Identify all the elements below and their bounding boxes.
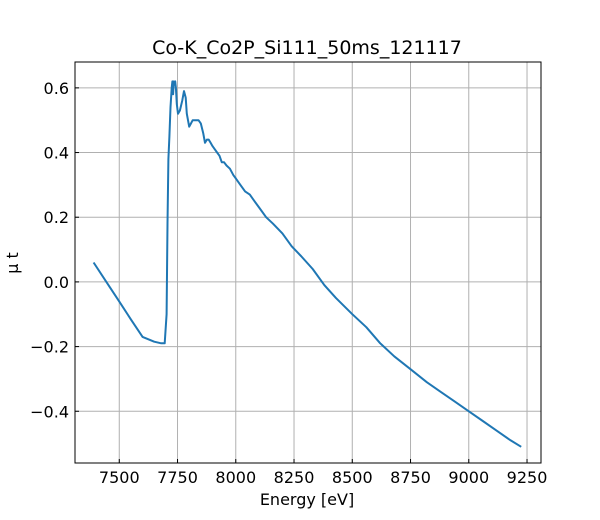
x-tick-label: 9000 <box>448 468 489 487</box>
x-tick-label: 8500 <box>332 468 373 487</box>
chart-title: Co-K_Co2P_Si111_50ms_121117 <box>152 37 462 59</box>
grid <box>75 62 541 463</box>
y-axis-label: μ t <box>3 252 22 274</box>
y-tick-label: 0.4 <box>44 144 69 163</box>
x-tick-label: 9250 <box>507 468 548 487</box>
ticks: 7500 7750 8000 8250 8500 8750 9000 9250 −0.4 −0.2… <box>30 79 547 487</box>
y-tick-label: 0.2 <box>44 208 69 227</box>
series-layer <box>92 80 522 448</box>
x-tick-label: 7750 <box>157 468 198 487</box>
y-tick-label: −0.2 <box>30 338 69 357</box>
x-tick-label: 7500 <box>99 468 140 487</box>
x-tick-label: 8000 <box>215 468 256 487</box>
plot-frame <box>74 61 542 464</box>
series-line <box>92 80 522 448</box>
x-axis-label: Energy [eV] <box>260 490 354 509</box>
y-tick-label: 0.6 <box>44 79 69 98</box>
x-tick-label: 8750 <box>390 468 431 487</box>
y-tick-label: −0.4 <box>30 402 69 421</box>
y-tick-label: 0.0 <box>44 273 69 292</box>
x-tick-label: 8250 <box>274 468 315 487</box>
